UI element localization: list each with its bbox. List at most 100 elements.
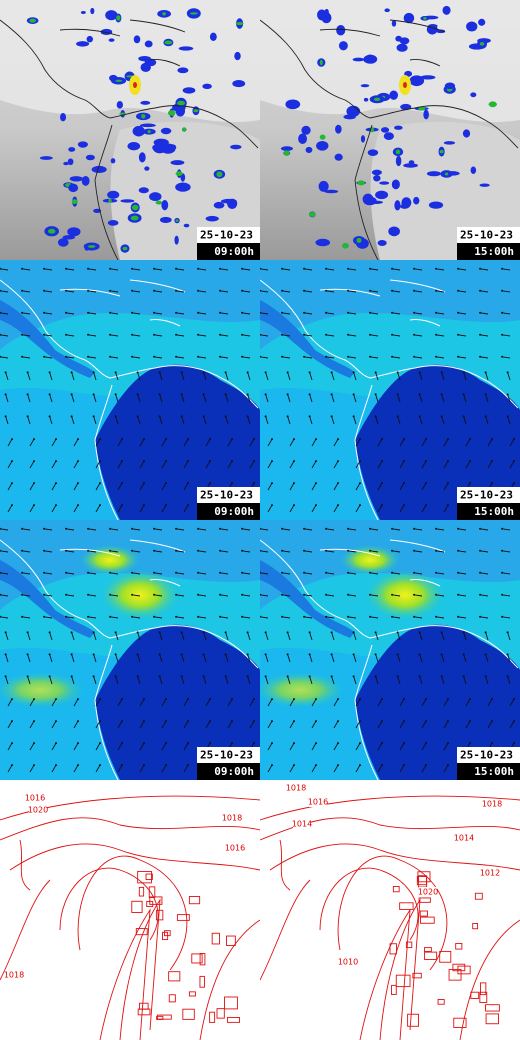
wind-arrow-head <box>4 653 7 656</box>
rain-cell <box>133 35 141 44</box>
rain-cell <box>391 20 397 27</box>
wind-arrow <box>348 290 357 293</box>
rain-cell <box>470 166 477 174</box>
wind-arrow-head <box>281 311 284 314</box>
wind-arrow <box>183 438 189 447</box>
wind-arrow <box>49 654 53 663</box>
rain-cell <box>76 41 90 47</box>
terrain-contour <box>162 931 169 941</box>
rain-cell <box>140 100 151 105</box>
wind-arrow <box>458 268 467 271</box>
wind-arrow-head <box>4 415 7 418</box>
date-box <box>457 227 520 243</box>
rain-cell <box>335 124 342 134</box>
rain-cell <box>408 160 415 165</box>
wind-arrow <box>71 394 75 403</box>
rain-cell <box>77 141 88 148</box>
wind-arrow <box>203 394 207 403</box>
wind-arrow-head <box>308 631 311 634</box>
wind-arrow-head <box>43 355 46 358</box>
wind-arrow-head <box>337 720 339 723</box>
wind-arrow <box>110 572 119 575</box>
wind-arrow <box>249 720 255 729</box>
wind-arrow-head <box>4 675 7 678</box>
wind-arrow-head <box>369 549 372 552</box>
wind-arrow-head <box>330 393 333 396</box>
wind-arrow <box>73 438 79 447</box>
wind-arrow-head <box>315 698 317 701</box>
wind-arrow <box>198 268 207 271</box>
wind-arrow-head <box>447 504 449 507</box>
terrain-contour <box>148 886 156 898</box>
wind-arrow-head <box>253 720 255 723</box>
map-panel <box>0 260 260 520</box>
wind-arrow <box>242 356 251 359</box>
wind-arrow-head <box>21 549 24 552</box>
wind-arrow-head <box>158 653 161 656</box>
wind-arrow <box>242 528 251 531</box>
wind-arrow-head <box>479 615 482 618</box>
wind-arrow-head <box>413 549 416 552</box>
wind-arrow <box>93 394 97 403</box>
terrain-contour <box>420 916 435 924</box>
rain-cell <box>401 197 412 209</box>
wind-arrow-head <box>391 549 394 552</box>
wind-arrow-head <box>413 267 416 270</box>
wind-arrow-head <box>396 675 399 678</box>
rain-cell <box>105 10 118 21</box>
wind-arrow <box>137 632 141 641</box>
rain-cell <box>132 125 145 137</box>
wind-arrow-head <box>121 698 123 701</box>
wind-arrow <box>355 764 361 773</box>
wind-arrow-head <box>158 371 161 374</box>
wind-arrow-head <box>308 415 311 418</box>
terrain-contour <box>131 900 143 913</box>
wind-arrow-head <box>271 742 273 745</box>
wind-arrow-head <box>359 482 361 485</box>
wind-arrow <box>458 616 467 619</box>
wind-arrow-head <box>241 311 244 314</box>
wind-arrow-head <box>506 393 509 396</box>
terrain-contour <box>424 951 438 960</box>
rain-cell <box>174 235 179 245</box>
wind-arrow-head <box>109 593 112 596</box>
wind-arrow-head <box>293 482 295 485</box>
wind-arrow-head <box>440 675 443 678</box>
terrain-contour <box>135 928 148 936</box>
wind-arrow <box>265 394 269 403</box>
wind-arrow-head <box>281 593 284 596</box>
wind-arrow-head <box>308 675 311 678</box>
rain-cell <box>317 9 327 21</box>
wind-arrow <box>487 438 493 447</box>
wind-arrow <box>375 416 379 425</box>
rain-cell <box>444 82 456 90</box>
wind-arrow-head <box>224 631 227 634</box>
wind-arrow <box>242 268 251 271</box>
wind-arrow <box>260 334 269 337</box>
wind-arrow <box>465 460 471 469</box>
wind-arrow <box>260 312 269 315</box>
wind-arrow-head <box>381 720 383 723</box>
wind-arrow-head <box>325 527 328 530</box>
wind-arrow-head <box>197 267 200 270</box>
wind-arrow <box>139 460 145 469</box>
wind-arrow-head <box>4 371 7 374</box>
isobar-label-bg <box>226 843 244 853</box>
rain-cell <box>84 246 90 251</box>
wind-arrow <box>161 720 167 729</box>
wind-arrow-head <box>241 267 244 270</box>
wind-arrow-head <box>391 333 394 336</box>
wind-arrow <box>225 654 229 663</box>
wind-arrow <box>5 372 9 381</box>
wind-arrow <box>139 698 145 707</box>
wind-arrow-head <box>43 311 46 314</box>
wind-arrow <box>183 720 189 729</box>
panel-time: 09:00h <box>214 505 254 518</box>
wind-arrow <box>29 764 35 773</box>
wind-arrow <box>282 312 291 315</box>
wind-arrow <box>27 372 31 381</box>
wind-arrow <box>267 764 273 773</box>
time-box <box>197 503 260 520</box>
wind-arrow <box>183 698 189 707</box>
wind-arrow-head <box>187 742 189 745</box>
